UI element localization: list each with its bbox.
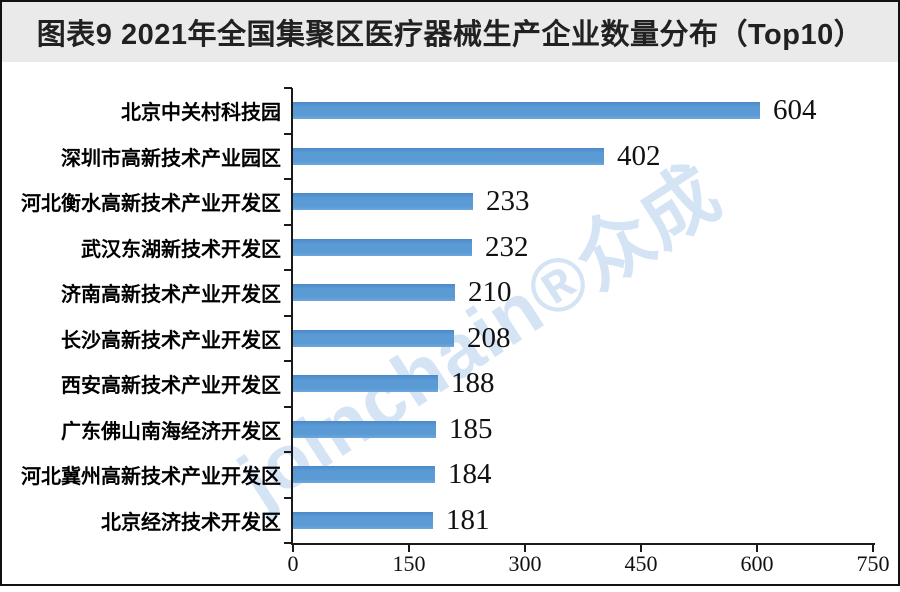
bar (293, 511, 433, 529)
bar (293, 238, 472, 256)
category-label: 西安高新技术产业开发区 (61, 375, 281, 398)
y-axis-tick (284, 87, 292, 89)
bar (293, 102, 760, 120)
bar (293, 329, 454, 347)
x-axis-tick-label: 150 (392, 551, 426, 576)
bar-value-label: 233 (486, 185, 530, 218)
x-axis-line (291, 543, 875, 545)
y-axis-tick (284, 406, 292, 408)
category-label: 河北衡水高新技术产业开发区 (21, 193, 281, 216)
x-axis-tick (872, 543, 874, 552)
y-axis-line (291, 88, 293, 545)
y-axis-tick (284, 542, 292, 544)
y-axis-tick (284, 133, 292, 135)
bar-value-label: 604 (773, 94, 817, 127)
category-label: 济南高新技术产业开发区 (61, 284, 281, 307)
y-axis-tick (284, 224, 292, 226)
category-label: 武汉东湖新技术开发区 (81, 238, 281, 261)
category-label: 北京中关村科技园 (121, 102, 281, 125)
x-axis-tick-label: 450 (624, 551, 658, 576)
y-axis-tick (284, 178, 292, 180)
category-label: 北京经济技术开发区 (101, 511, 281, 534)
x-axis-tick (292, 543, 294, 552)
x-axis-tick-label: 600 (740, 551, 774, 576)
x-axis-tick-label: 0 (287, 551, 299, 576)
bar (293, 375, 438, 393)
chart-title: 图表9 2021年全国集聚区医疗器械生产企业数量分布（Top10） (36, 19, 864, 51)
chart-title-bar: 图表9 2021年全国集聚区医疗器械生产企业数量分布（Top10） (2, 2, 898, 62)
bar (293, 420, 436, 438)
y-axis-tick (284, 360, 292, 362)
bar-value-label: 208 (467, 321, 511, 354)
bar-value-label: 402 (617, 139, 661, 172)
x-axis-tick-label: 300 (508, 551, 542, 576)
y-axis-tick (284, 269, 292, 271)
bar (293, 147, 604, 165)
category-axis-labels: 北京中关村科技园深圳市高新技术产业园区河北衡水高新技术产业开发区武汉东湖新技术开… (0, 88, 281, 543)
category-label: 广东佛山南海经济开发区 (61, 420, 281, 443)
x-axis-tick-label: 750 (856, 551, 890, 576)
bar-value-label: 184 (448, 458, 492, 491)
bar-value-label: 188 (451, 367, 495, 400)
bar (293, 284, 455, 302)
y-axis-tick (284, 497, 292, 499)
category-label: 河北冀州高新技术产业开发区 (21, 466, 281, 489)
y-axis-tick (284, 451, 292, 453)
category-label: 长沙高新技术产业开发区 (61, 329, 281, 352)
category-label: 深圳市高新技术产业园区 (61, 147, 281, 170)
bar-value-label: 210 (468, 276, 512, 309)
x-axis-tick-labels: 0 150 300 450 600 750 (0, 551, 900, 579)
x-axis-tick (408, 543, 410, 552)
bar-value-label: 185 (449, 412, 493, 445)
bar-value-label: 181 (446, 503, 490, 536)
bar (293, 193, 473, 211)
y-axis-tick (284, 315, 292, 317)
x-axis-tick (640, 543, 642, 552)
x-axis-tick (756, 543, 758, 552)
bar (293, 466, 435, 484)
plot-area: 604 402 233 232 210 208 188 185 184 181 (284, 87, 874, 552)
bar-value-label: 232 (485, 230, 529, 263)
x-axis-tick (524, 543, 526, 552)
